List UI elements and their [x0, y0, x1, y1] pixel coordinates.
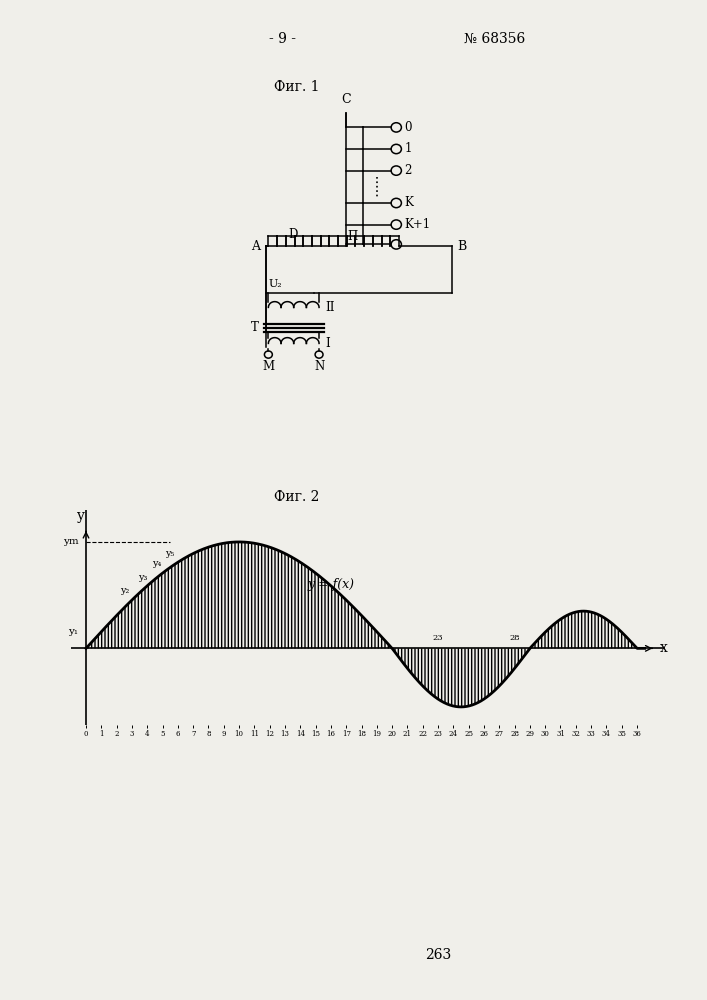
Text: 263: 263 — [425, 948, 452, 962]
Text: Фиг. 1: Фиг. 1 — [274, 80, 320, 94]
Text: 23: 23 — [433, 634, 443, 642]
Text: x: x — [660, 641, 668, 655]
Text: A: A — [252, 240, 260, 253]
Text: 1: 1 — [404, 142, 411, 155]
Text: B: B — [457, 240, 467, 253]
Text: y₄: y₄ — [152, 559, 161, 568]
Text: y₃: y₃ — [138, 573, 147, 582]
Text: ym: ym — [63, 537, 78, 546]
Text: U₂: U₂ — [269, 279, 282, 289]
Text: 0: 0 — [404, 121, 411, 134]
Text: C: C — [341, 93, 351, 106]
Text: K+1: K+1 — [404, 218, 431, 231]
Text: 28: 28 — [509, 634, 520, 642]
Text: y₁: y₁ — [69, 627, 78, 636]
Text: M: M — [262, 360, 274, 373]
Text: T: T — [250, 321, 259, 334]
Text: y₅: y₅ — [165, 549, 175, 558]
Text: D: D — [288, 228, 298, 241]
Text: Фиг. 2: Фиг. 2 — [274, 490, 320, 504]
Text: I: I — [325, 337, 329, 350]
Text: y = f(x): y = f(x) — [308, 578, 355, 591]
Text: K: K — [404, 196, 413, 210]
Text: y₂: y₂ — [119, 586, 129, 595]
Text: 2: 2 — [404, 164, 411, 177]
Text: П: П — [348, 230, 358, 243]
Text: y: y — [78, 509, 86, 523]
Text: N: N — [314, 360, 325, 373]
Text: - 9 -: - 9 - — [269, 32, 296, 46]
Text: II: II — [325, 301, 334, 314]
Text: № 68356: № 68356 — [464, 32, 525, 46]
